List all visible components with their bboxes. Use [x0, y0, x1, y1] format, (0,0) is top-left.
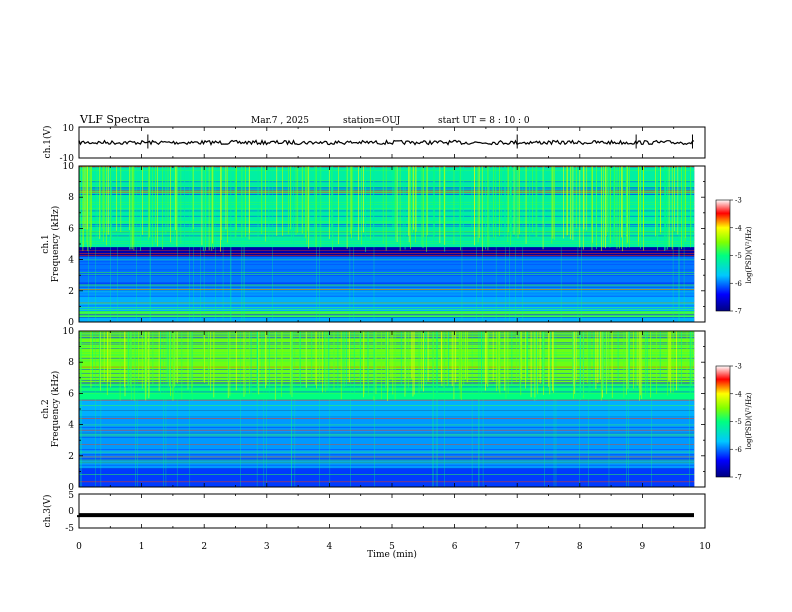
x-tick-label: 10 — [699, 542, 711, 552]
ch1-ytick-bottom: -10 — [60, 154, 75, 164]
y-tick-label: 6 — [68, 389, 74, 399]
spectrogram-band — [79, 399, 695, 417]
spectrogram-band — [79, 416, 695, 469]
y-tick-label: 2 — [68, 287, 74, 297]
x-tick-label: 0 — [76, 542, 82, 552]
ch3-waveform-frame — [78, 493, 706, 529]
ch1-spectrogram-ylabel: Frequency (kHz) — [50, 206, 61, 283]
x-tick-label: 3 — [264, 542, 270, 552]
x-axis-ticks: 0 1 2 3 4 5 6 7 8 9 10 — [76, 127, 711, 552]
x-tick-label: 9 — [640, 542, 646, 552]
spectrogram-band — [79, 287, 695, 312]
spectrogram-band — [79, 317, 695, 322]
x-tick-label: 7 — [514, 542, 520, 552]
y-tick-label: 0 — [68, 483, 74, 493]
x-axis-label: Time (min) — [367, 549, 417, 560]
ch3-ytick-bottom: -5 — [65, 524, 74, 534]
y-tick-label: 10 — [63, 162, 75, 172]
spectrogram-band — [79, 247, 695, 257]
ch1-waveform-ylabel: ch.1(V) — [42, 126, 53, 159]
spectrogram-band — [79, 468, 695, 487]
chart-title: VLF Spectra — [79, 113, 150, 126]
spectrogram-band — [79, 166, 695, 248]
header-date: Mar.7 , 2025 — [251, 116, 309, 126]
colorbar-tick-label: -7 — [735, 308, 742, 316]
colorbar-tick-label: -6 — [735, 446, 742, 454]
colorbar-tick-label: -3 — [735, 197, 742, 205]
ch2-spectrogram-ylabel: Frequency (kHz) — [50, 371, 61, 448]
p0-marks-trace — [78, 139, 695, 146]
y-tick-label: 0 — [68, 318, 74, 328]
y-tick-label: 4 — [68, 256, 74, 266]
no-data-area — [694, 166, 705, 322]
ch1-ytick-top: 10 — [63, 124, 75, 134]
x-tick-label: 5 — [389, 542, 395, 552]
ch3-ytick-middle: 0 — [68, 507, 74, 517]
y-tick-label: 4 — [68, 421, 74, 431]
colorbar-tick-label: -6 — [735, 280, 742, 288]
ch1-spectrogram-ylabel-channel: ch.1 — [41, 234, 51, 253]
y-tick-label: 10 — [63, 327, 75, 337]
colorbar-tick-label: -4 — [735, 390, 742, 398]
ch3-waveform-ylabel: ch.3(V) — [42, 495, 53, 528]
ch1-colorbar-label: log(PSD)(V²/Hz) — [745, 226, 753, 283]
colorbar-tick-label: -5 — [735, 418, 742, 426]
spectrogram-band — [79, 311, 695, 318]
colorbar-tick-label: -4 — [735, 224, 742, 232]
y-tick-label: 2 — [68, 452, 74, 462]
colorbar-tick-label: -3 — [735, 363, 742, 371]
x-tick-label: 1 — [139, 542, 145, 552]
ch1-colorbar — [715, 199, 731, 312]
x-tick-label: 8 — [577, 542, 583, 552]
colorbar-tick-label: -7 — [735, 474, 742, 482]
ch2-colorbar — [715, 365, 731, 478]
x-tick-label: 6 — [452, 542, 458, 552]
no-data-area — [694, 331, 705, 487]
ch1-waveform-panel: 10 -10 ch.1(V) — [42, 124, 706, 164]
ch2-spectrogram-ylabel-channel: ch.2 — [41, 399, 51, 418]
y-tick-label: 8 — [68, 358, 74, 368]
ch2-colorbar-label: log(PSD)(V²/Hz) — [745, 392, 753, 449]
colorbar-tick-label: -5 — [735, 252, 742, 260]
x-tick-label: 2 — [201, 542, 207, 552]
ch3-ytick-top: 5 — [68, 491, 74, 501]
header-station: station=OUJ — [343, 116, 401, 126]
x-tick-label: 4 — [327, 542, 333, 552]
header-start-ut: start UT = 8 : 10 : 0 — [438, 116, 530, 126]
y-tick-label: 6 — [68, 224, 74, 234]
y-tick-label: 8 — [68, 193, 74, 203]
